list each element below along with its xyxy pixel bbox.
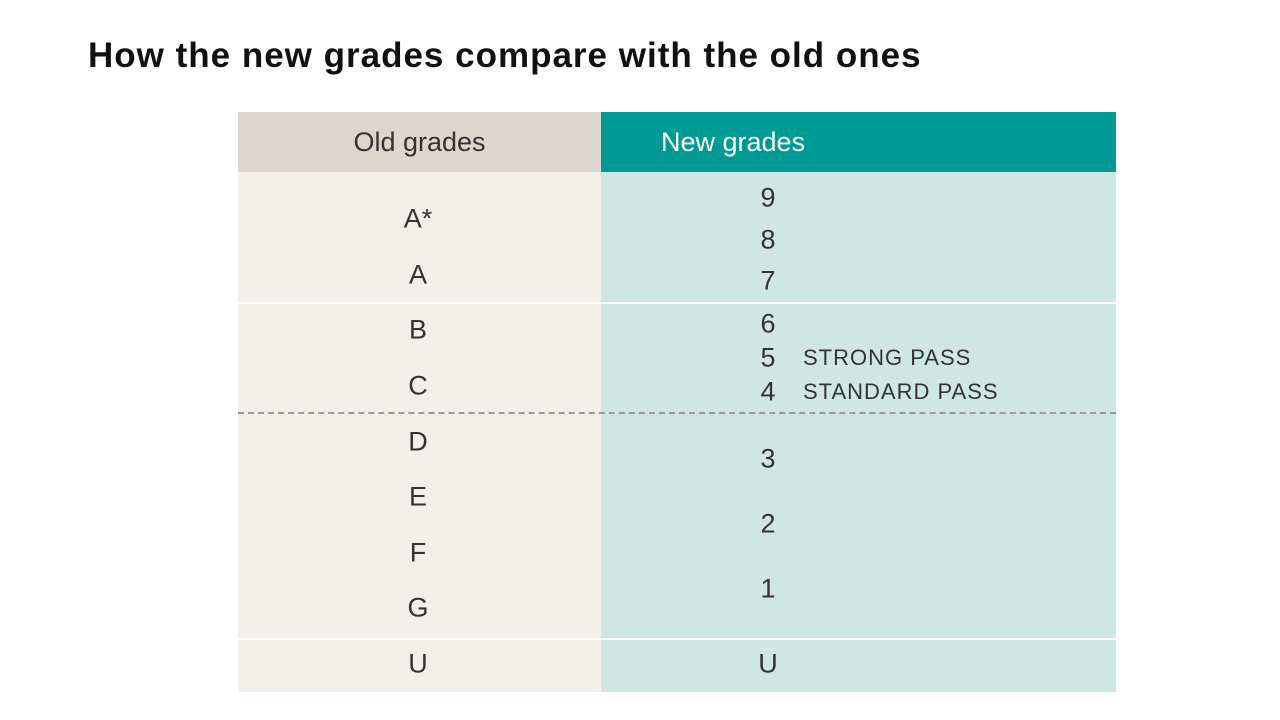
new-grade-9: 9	[760, 182, 776, 213]
old-grades-header: Old grades	[238, 112, 601, 172]
old-grade-a-star: A*	[403, 203, 433, 234]
old-grade-e: E	[408, 481, 428, 512]
new-grade-7: 7	[760, 265, 776, 296]
old-grade-a: A	[408, 259, 428, 290]
new-grades-header: New grades	[601, 112, 1116, 172]
standard-pass-label: STANDARD PASS	[803, 379, 999, 404]
new-grades-column	[601, 112, 1116, 692]
new-grade-u: U	[758, 648, 778, 679]
pass-line-divider	[238, 412, 1116, 414]
new-grade-2: 2	[760, 508, 776, 539]
strong-pass-label: STRONG PASS	[803, 345, 972, 370]
new-grade-1: 1	[760, 573, 776, 604]
new-grade-5: 5	[760, 342, 776, 373]
old-grade-c: C	[408, 370, 428, 401]
old-grade-f: F	[409, 537, 427, 568]
grade-comparison-table: Old grades New grades A* A B C D E F G U…	[238, 112, 1116, 692]
page-title: How the new grades compare with the old …	[88, 36, 922, 75]
new-grade-3: 3	[760, 443, 776, 474]
old-grade-u: U	[408, 648, 428, 679]
old-grade-d: D	[408, 426, 428, 457]
group-divider-top	[238, 302, 1116, 304]
group-divider-bottom	[238, 638, 1116, 640]
old-grade-g: G	[407, 592, 429, 623]
new-grade-8: 8	[760, 224, 776, 255]
old-grade-b: B	[408, 314, 428, 345]
new-grade-6: 6	[760, 308, 776, 339]
old-grades-column	[238, 112, 601, 692]
new-grade-4: 4	[760, 376, 776, 407]
